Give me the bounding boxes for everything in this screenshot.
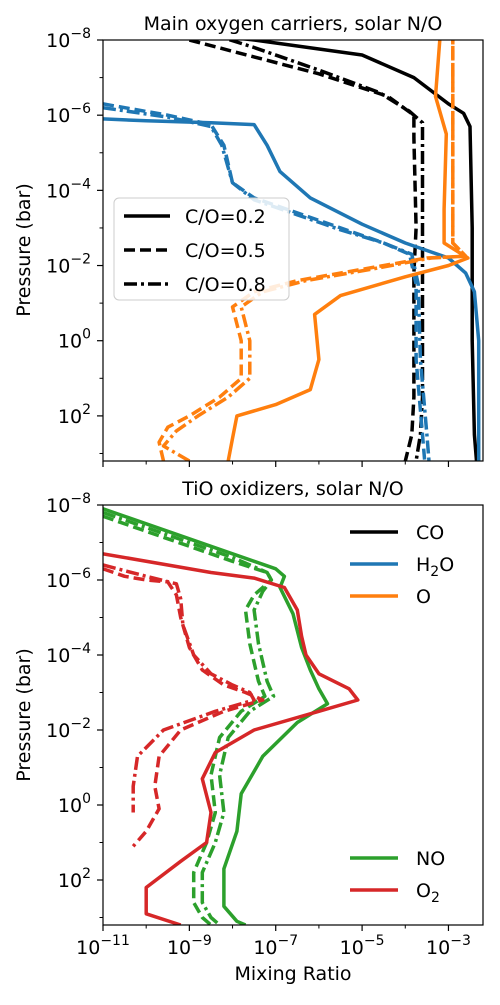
- panel-title: Main oxygen carriers, solar N/O: [144, 13, 443, 35]
- y-tick-label: 100: [58, 327, 91, 353]
- y-tick-label: 10−6: [46, 566, 91, 592]
- legend-label: O: [416, 586, 431, 608]
- series-line-o2-co-08: [103, 563, 256, 813]
- legend-label: CO: [416, 522, 444, 544]
- y-tick-label: 10−8: [46, 491, 91, 517]
- panel-title: TiO oxidizers, solar N/O: [181, 478, 404, 500]
- legend-species-top: CO H2O O: [350, 522, 454, 608]
- series-line-co-co-02: [238, 40, 479, 461]
- x-tick-label: 10−3: [426, 933, 471, 959]
- y-axis-ticks: 10−8 10−6 10−4 10−2 100 102: [46, 491, 103, 918]
- y-tick-label: 10−2: [46, 252, 91, 278]
- legend-label: O2: [416, 880, 440, 906]
- legend-co-ratio: C/O=0.2 C/O=0.5 C/O=0.8: [113, 197, 290, 301]
- panel-main-oxygen-carriers: Main oxygen carriers, solar N/O 10−8 10−6…: [13, 13, 484, 467]
- series-line-o-co-02: [226, 40, 470, 461]
- y-tick-label: 10−4: [46, 641, 91, 667]
- legend-label: H2O: [416, 554, 454, 580]
- legend-label: C/O=0.5: [185, 240, 266, 262]
- legend-label: C/O=0.2: [185, 206, 266, 228]
- plot-lines: [103, 507, 360, 925]
- x-tick-label: 10−11: [76, 933, 130, 959]
- plot-lines: [103, 40, 481, 461]
- series-line-o2-co-02: [103, 552, 360, 925]
- x-tick-label: 10−5: [340, 933, 385, 959]
- legend-frame: [113, 197, 290, 301]
- y-axis-ticks: 10−8 10−6 10−4 10−2 100 102: [46, 26, 103, 454]
- series-line-h2o-co-08: [103, 105, 431, 461]
- y-tick-label: 102: [58, 866, 91, 892]
- series-line-no-co-08: [103, 510, 276, 925]
- y-tick-label: 10−4: [46, 176, 91, 202]
- plot-frame: [102, 504, 484, 926]
- legend-label: NO: [416, 848, 445, 870]
- series-line-h2o-co-05: [103, 102, 427, 461]
- x-tick-label: 10−7: [253, 933, 298, 959]
- y-axis-label: Pressure (bar): [13, 648, 35, 782]
- y-tick-label: 100: [58, 791, 91, 817]
- x-axis-ticks: 10−11 10−9 10−7 10−5 10−3: [76, 925, 471, 959]
- legend-species-bottom: NO O2: [350, 848, 445, 906]
- y-tick-label: 10−6: [46, 101, 91, 127]
- series-line-o2-co-05: [103, 567, 265, 848]
- y-tick-label: 10−8: [46, 26, 91, 52]
- y-tick-label: 102: [58, 402, 91, 428]
- y-tick-label: 10−2: [46, 716, 91, 742]
- x-axis-label: Mixing Ratio: [234, 963, 351, 985]
- y-axis-label: Pressure (bar): [13, 183, 35, 317]
- panel-tio-oxidizers: TiO oxidizers, solar N/O 10−810−610−410−…: [13, 478, 484, 985]
- series-line-no-co-02: [103, 507, 330, 925]
- x-axis-ticks: [102, 461, 450, 467]
- series-line-h2o-co-02: [103, 117, 481, 461]
- series-line-co-co-05: [188, 40, 418, 461]
- legend-label: C/O=0.8: [185, 274, 266, 296]
- plot-frame: [102, 39, 484, 462]
- x-tick-label: 10−9: [167, 933, 212, 959]
- series-line-o-co-08: [161, 40, 468, 461]
